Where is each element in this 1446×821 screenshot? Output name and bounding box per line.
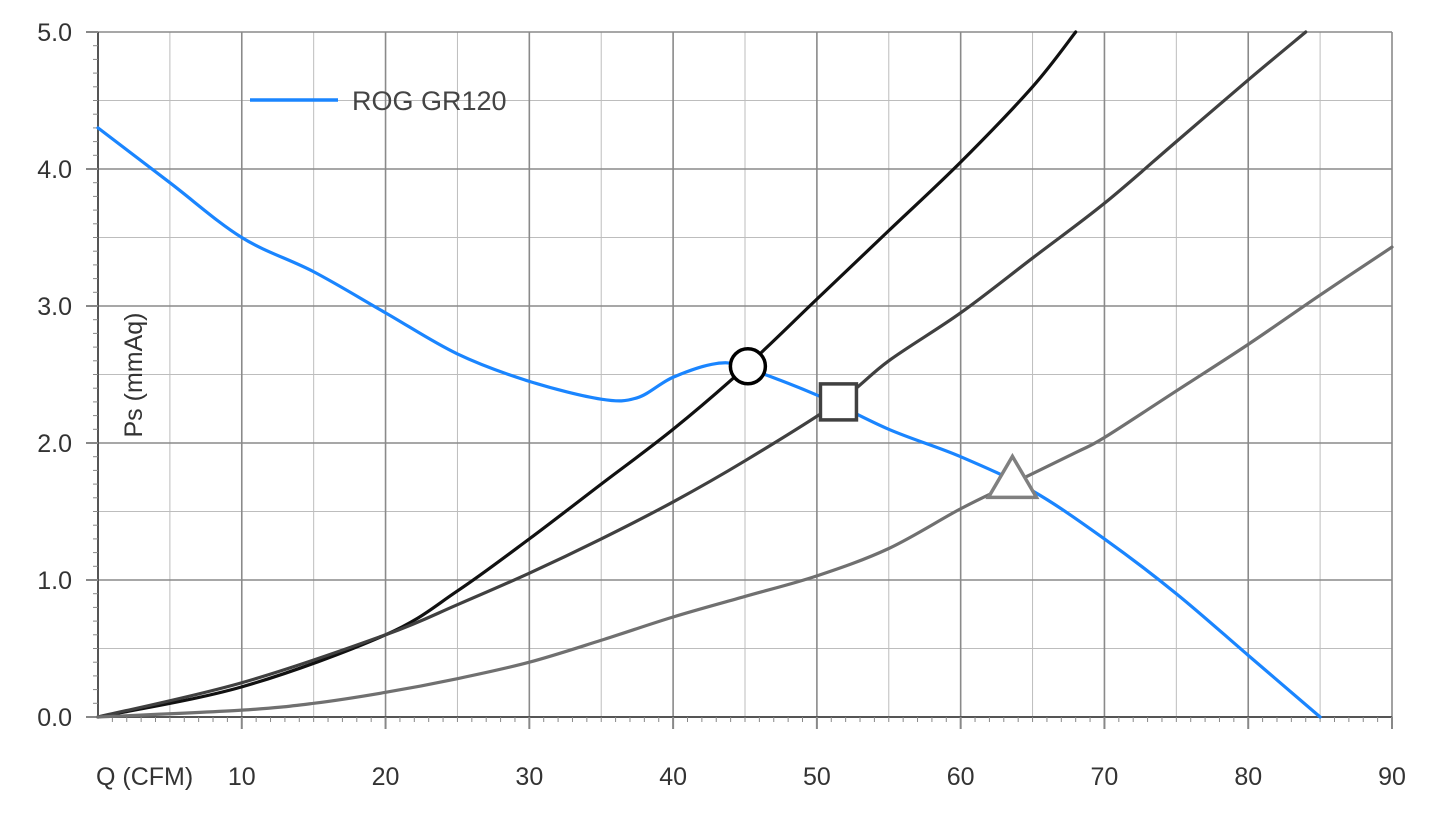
tick-labels: 10 20 30 40 50 60 70 80 90 0.0 1.0 2.0 3.0 4.0 5.0: [37, 19, 1406, 791]
y-axis-title: Ps (mmAq): [120, 313, 148, 438]
x-tick-label: 90: [1378, 763, 1406, 791]
series-line-1: [96, 30, 1078, 719]
x-tick-label: 20: [372, 763, 400, 791]
triangle-marker: [985, 452, 1040, 500]
y-tick-label: 0.0: [37, 704, 72, 732]
y-tick-label: 2.0: [37, 430, 72, 458]
y-tick-label: 5.0: [37, 19, 72, 47]
series-line-2: [96, 30, 1308, 719]
x-tick-label: 30: [515, 763, 543, 791]
square-marker: [818, 382, 859, 422]
series-line-3: [96, 245, 1394, 719]
series-line-rog-gr120: [96, 126, 1322, 719]
y-tick-label: 1.0: [37, 567, 72, 595]
legend: ROG GR120: [250, 86, 507, 116]
circle-marker: [728, 347, 768, 386]
major-gridlines: [98, 31, 1393, 717]
legend-label-rog-gr120: ROG GR120: [352, 86, 507, 116]
x-tick-label: 60: [947, 763, 975, 791]
y-tick-label: 3.0: [37, 293, 72, 321]
operating-point-markers: [728, 347, 1040, 500]
x-tick-label: 70: [1091, 763, 1119, 791]
series-lines: [96, 30, 1394, 719]
x-tick-label: 10: [228, 763, 256, 791]
x-axis-title: Q (CFM): [96, 763, 193, 791]
x-tick-label: 40: [659, 763, 687, 791]
x-tick-label: 80: [1234, 763, 1262, 791]
axes: [86, 31, 1393, 729]
y-tick-label: 4.0: [37, 156, 72, 184]
minor-gridlines: [98, 32, 1392, 717]
x-tick-label: 50: [803, 763, 831, 791]
